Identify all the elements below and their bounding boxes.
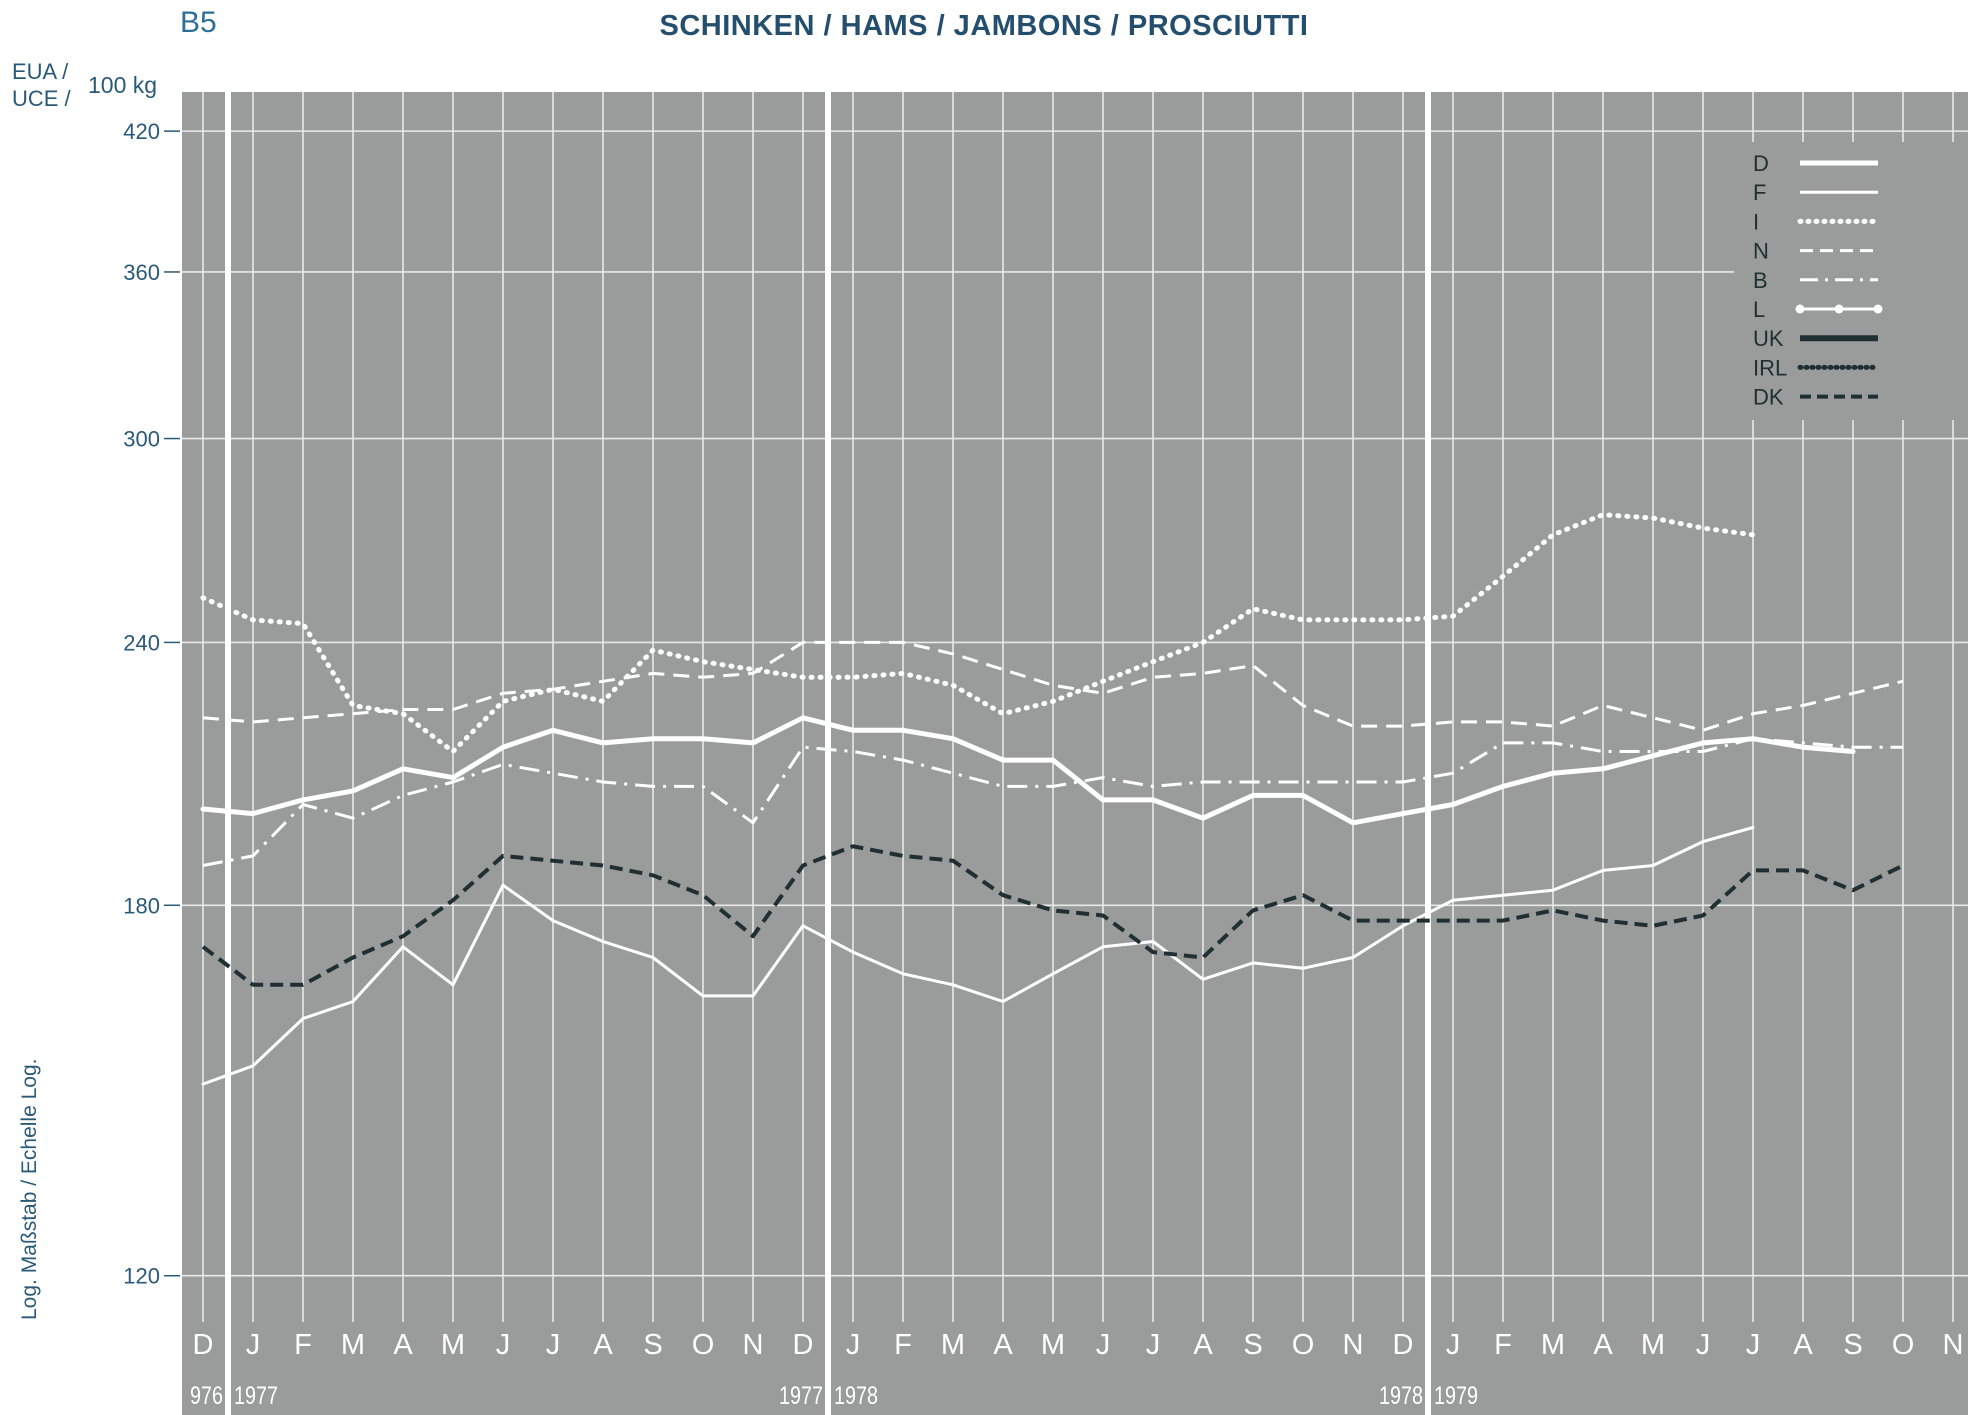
series-line-d [200,715,1856,826]
year-label: 1979 [1434,1382,1478,1410]
x-tick-label: J [1696,1329,1711,1361]
y-tick-label: 360 [123,260,160,285]
y-tick-label: 420 [123,119,160,144]
x-tick-label: J [846,1329,861,1361]
y-tick-label: 240 [123,630,160,655]
legend-label: B [1753,268,1768,293]
x-tick-label: D [193,1329,214,1361]
x-tick-label: F [294,1329,312,1361]
legend-label: L [1753,297,1765,322]
legend-label: N [1753,239,1769,264]
x-tick-label: O [1292,1329,1315,1361]
vertical-grid [202,92,1954,1322]
unit-line-2: UCE / [12,86,71,111]
x-tick-label: O [692,1329,715,1361]
x-tick-label: M [1041,1329,1065,1361]
legend-label: UK [1753,326,1784,351]
series-line-i [200,512,1756,754]
y-tick-label: 300 [123,427,160,452]
x-tick-label: D [793,1329,814,1361]
x-tick-label: M [941,1329,965,1361]
x-tick-label: D [1393,1329,1414,1361]
x-tick-label: F [1494,1329,1512,1361]
x-tick-label: N [1943,1329,1964,1361]
x-tick-label: A [1193,1329,1213,1361]
year-label: 1977 [779,1382,823,1410]
x-tick-label: M [1641,1329,1665,1361]
series-line-dk [201,844,1904,987]
figure-code: B5 [180,6,217,39]
legend-label: IRL [1753,355,1787,380]
x-tick-label: N [1343,1329,1364,1361]
series-lines [200,512,1904,1086]
x-tick-label: A [393,1329,413,1361]
y-tick-label: 120 [123,1264,160,1289]
x-tick-label: A [1593,1329,1613,1361]
year-label: 976 [190,1382,223,1410]
x-tick-label: M [341,1329,365,1361]
legend-label: DK [1753,385,1784,410]
year-separators [225,92,1431,1415]
series-line-n [202,640,1904,732]
unit-line-1: EUA / [12,59,69,84]
chart-title: SCHINKEN / HAMS / JAMBONS / PROSCIUTTI [659,10,1309,42]
x-tick-label: J [1746,1329,1761,1361]
x-tick-label: J [546,1329,561,1361]
year-label: 1978 [834,1382,878,1410]
legend-marker [1873,304,1883,314]
x-tick-label: N [743,1329,764,1361]
log-scale-label: Log. Maßstab / Echelle Log. [18,1059,41,1321]
x-tick-label: J [246,1329,261,1361]
series-line-f [201,826,1755,1086]
legend-marker [1834,304,1844,314]
x-tick-label: S [1243,1329,1262,1361]
x-tick-label: A [1793,1329,1813,1361]
legend-label: F [1753,180,1766,205]
legend-label: I [1753,209,1759,234]
x-tick-label: O [1892,1329,1915,1361]
y-tick-label: 180 [123,893,160,918]
x-tick-label: M [1541,1329,1565,1361]
year-label: 1977 [234,1382,278,1410]
x-tick-label: S [1843,1329,1862,1361]
plot-background [182,92,1968,1415]
x-tick-label: J [1096,1329,1111,1361]
series-line-b [202,737,1903,867]
x-tick-label: F [894,1329,912,1361]
x-tick-label: S [643,1329,662,1361]
legend-marker [1795,304,1805,314]
year-label: 1978 [1379,1382,1423,1410]
x-tick-label: A [593,1329,613,1361]
horizontal-grid [182,130,1968,1277]
x-tick-label: A [993,1329,1013,1361]
legend-label: D [1753,151,1769,176]
x-tick-label: J [496,1329,511,1361]
x-tick-label: J [1146,1329,1161,1361]
x-tick-label: J [1446,1329,1461,1361]
unit-suffix: 100 kg [88,72,158,98]
x-tick-label: M [441,1329,465,1361]
y-axis-ticks: 120 180 240 300 360 420 [123,119,180,1289]
